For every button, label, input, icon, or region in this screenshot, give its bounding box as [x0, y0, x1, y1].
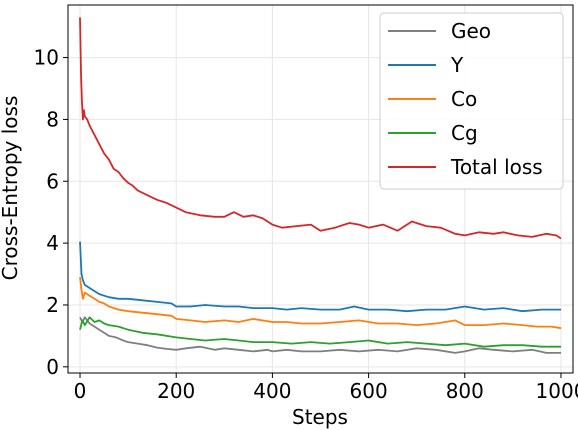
plot-frame — [67, 4, 574, 374]
legend-label-3: Cg — [451, 121, 478, 145]
y-tick-label: 4 — [46, 231, 59, 255]
series-line-0 — [79, 316, 561, 354]
x-axis-label: Steps — [292, 405, 348, 429]
series-line-4 — [79, 17, 562, 240]
plot-axes — [63, 4, 574, 378]
legend: Geo Y Co Cg Total loss — [379, 12, 564, 190]
series-line-1 — [79, 241, 561, 313]
x-tick-label: 600 — [350, 379, 388, 403]
legend-label-2: Co — [451, 87, 477, 111]
legend-label-1: Y — [450, 53, 464, 77]
x-tick-label: 0 — [74, 379, 87, 403]
y-tick-label: 2 — [46, 293, 59, 317]
y-tick-label: 8 — [46, 107, 59, 131]
x-tick-label: 200 — [157, 379, 195, 403]
y-axis-label: Cross-Entropy loss — [0, 96, 22, 281]
legend-label-0: Geo — [451, 19, 491, 43]
series-lines — [79, 17, 562, 354]
series-line-2 — [79, 276, 562, 330]
y-tick-label: 6 — [46, 169, 59, 193]
y-tick-label: 10 — [34, 46, 59, 70]
y-tick-label: 0 — [46, 355, 59, 379]
legend-label-4: Total loss — [450, 155, 543, 179]
x-tick-label: 400 — [253, 379, 291, 403]
x-tick-label: 800 — [446, 379, 484, 403]
legend-box — [379, 12, 564, 190]
series-line-3 — [79, 316, 561, 348]
